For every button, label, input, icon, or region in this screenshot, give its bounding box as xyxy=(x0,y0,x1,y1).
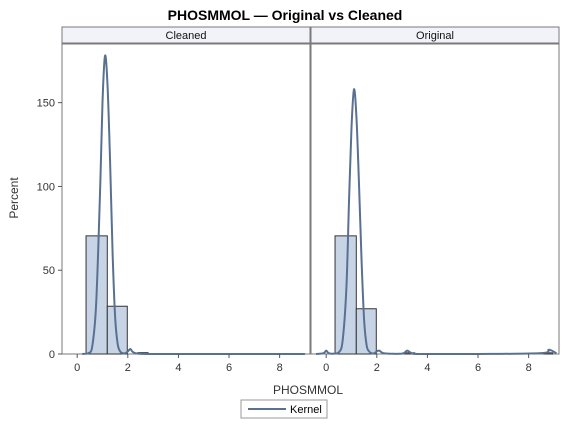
panel-strip xyxy=(310,26,560,44)
panel-strip-label: Cleaned xyxy=(166,30,207,42)
kernel-density-curve xyxy=(82,54,305,356)
y-tick-label: 0 xyxy=(49,349,55,361)
chart-title: PHOSMMOL — Original vs Cleaned xyxy=(168,7,403,23)
y-axis-label: Percent xyxy=(7,177,21,219)
x-tick-label: 0 xyxy=(74,362,80,374)
legend-label-kernel: Kernel xyxy=(290,404,322,416)
y-axis: 0 50 100 150 xyxy=(37,98,62,361)
x-tick-label: 2 xyxy=(374,362,380,374)
panels-layer: Cleaned Original xyxy=(61,26,560,356)
histogram-bar xyxy=(355,308,377,355)
x-tick-label: 6 xyxy=(226,362,232,374)
panel-cleaned: Cleaned xyxy=(61,26,311,356)
x-tick-label: 4 xyxy=(175,362,181,374)
histogram-bar xyxy=(106,305,128,355)
x-tick-label: 4 xyxy=(424,362,430,374)
panel-strip-label: Original xyxy=(416,30,454,42)
panel-strip xyxy=(61,26,311,44)
kernel-density-curve xyxy=(315,88,557,356)
x-axis: 0 2 4 6 8 0 2 4 6 8 xyxy=(74,354,532,374)
x-tick-label: 8 xyxy=(526,362,532,374)
x-axis-label: PHOSMMOL xyxy=(273,383,343,397)
x-tick-label: 8 xyxy=(277,362,283,374)
x-tick-label: 6 xyxy=(475,362,481,374)
y-tick-label: 50 xyxy=(43,265,55,277)
x-tick-label: 0 xyxy=(323,362,329,374)
panel-original: Original xyxy=(310,26,560,356)
x-tick-label: 2 xyxy=(125,362,131,374)
y-tick-label: 100 xyxy=(37,181,55,193)
legend: Kernel xyxy=(240,399,328,419)
y-tick-label: 150 xyxy=(37,98,55,110)
